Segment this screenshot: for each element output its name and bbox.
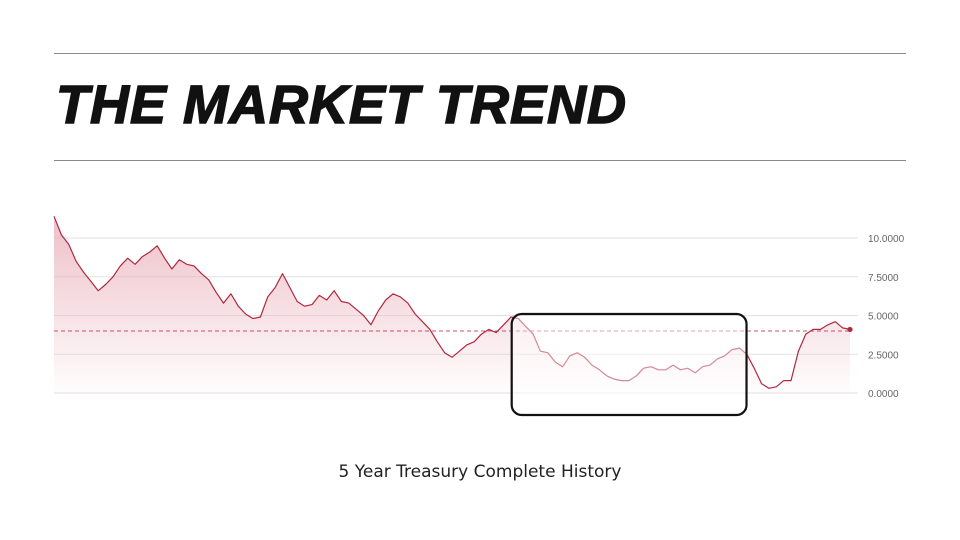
bottom-divider — [54, 160, 906, 161]
treasury-chart: 0.0000 2.5000 5.0000 7.5000 10.0000 — [53, 216, 905, 417]
y-tick-label: 7.5000 — [868, 273, 899, 284]
series-area — [54, 216, 850, 393]
top-divider — [54, 53, 906, 54]
last-value-marker — [847, 326, 853, 333]
y-tick-label: 10.0000 — [868, 234, 905, 245]
y-tick-label: 2.5000 — [868, 350, 899, 361]
y-tick-label: 5.0000 — [868, 312, 899, 323]
y-tick-label: 0.0000 — [868, 389, 899, 400]
highlight-wash — [511, 314, 747, 415]
chart-caption: 5 Year Treasury Complete History — [338, 462, 622, 482]
highlight-box — [510, 312, 748, 417]
series-line — [53, 216, 851, 389]
page-title: THE MARKET TREND — [55, 74, 627, 136]
